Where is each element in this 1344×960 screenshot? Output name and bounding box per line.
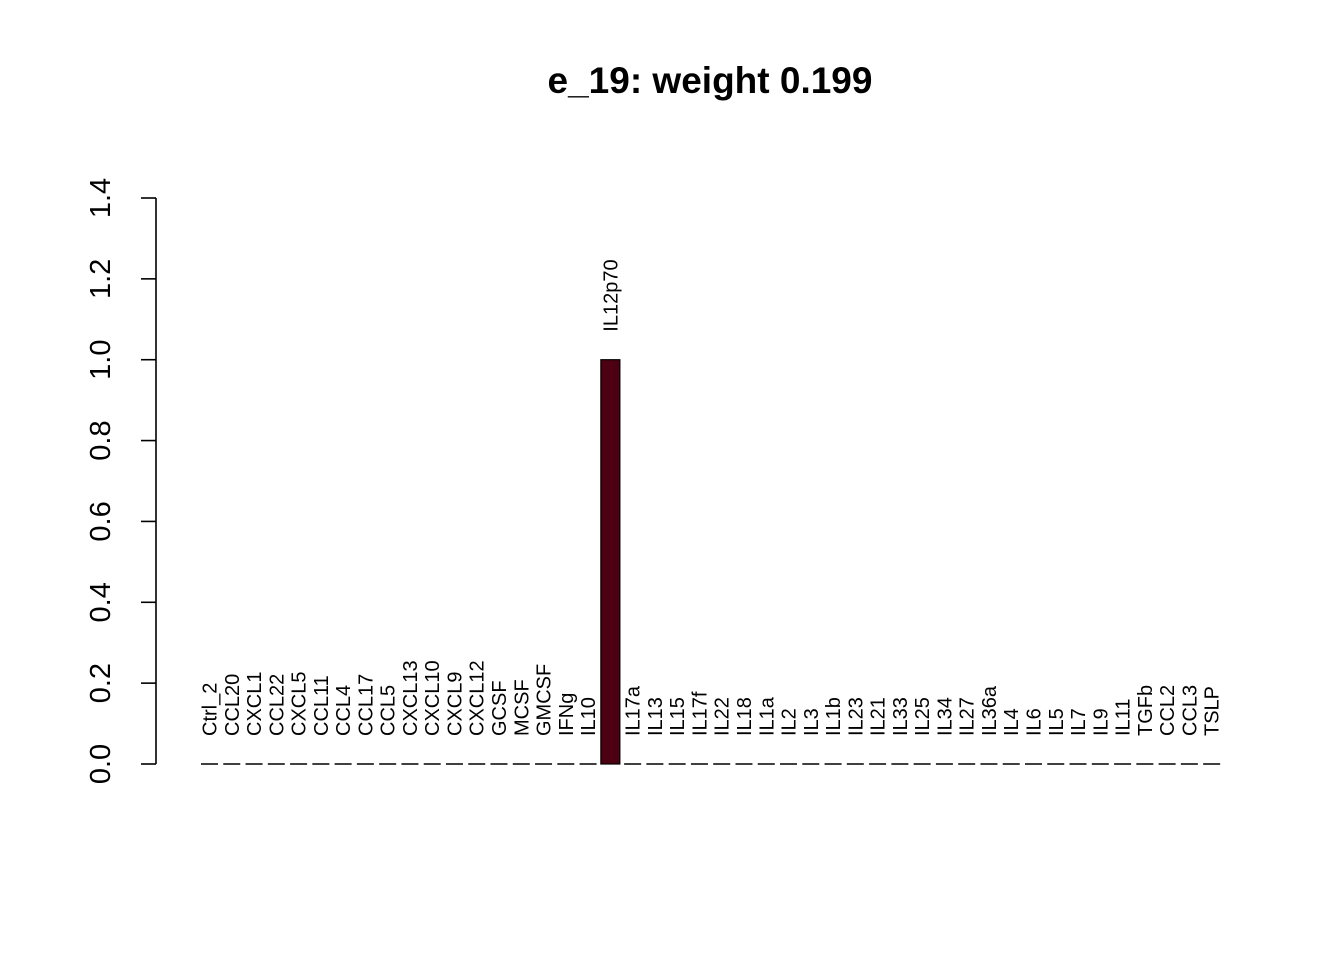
bar-label: IL13	[645, 697, 667, 736]
bar	[600, 359, 621, 765]
chart-title: e_19: weight 0.199	[548, 60, 873, 101]
bar-label: IL7	[1068, 708, 1090, 736]
y-tick-label: 1.4	[85, 178, 117, 218]
bar-label: Ctrl_2	[200, 683, 222, 736]
bar-label: CXCL12	[467, 660, 489, 736]
bar-label: IL11	[1113, 699, 1135, 736]
bar-label: IL25	[912, 697, 934, 736]
bar-label: CXCL1	[244, 672, 266, 736]
bar-label: CCL4	[333, 685, 355, 736]
y-tick-label: 0.6	[85, 501, 117, 541]
bars	[201, 359, 1221, 765]
bar-label: CCL20	[222, 674, 244, 736]
bar-label: IL1a	[756, 696, 778, 736]
bar-label: GMCSF	[534, 664, 556, 736]
y-tick-label: 0.8	[85, 420, 117, 460]
bar-label: IL9	[1090, 708, 1112, 736]
bar-label: IFNg	[556, 693, 578, 736]
bar-label: IL22	[712, 697, 734, 736]
bar-label: IL15	[667, 697, 689, 736]
bar-label: CCL5	[378, 685, 400, 736]
y-tick-label: 1.0	[85, 340, 117, 380]
bar-label: IL12p70	[600, 259, 622, 331]
bar-label: TGFb	[1135, 685, 1157, 736]
bar-label: CCL11	[311, 675, 333, 736]
bar-label: CXCL10	[422, 660, 444, 736]
bar-label: CCL2	[1157, 685, 1179, 736]
bar-label: IL6	[1023, 708, 1045, 736]
bar-label: IL23	[845, 697, 867, 736]
bar-label: IL17a	[623, 685, 645, 736]
bar-label: IL17f	[689, 691, 711, 736]
bar-label: CXCL5	[289, 672, 311, 736]
bar-label: CXCL13	[400, 660, 422, 736]
bar-label: CCL3	[1179, 685, 1201, 736]
bar-label: IL34	[934, 697, 956, 736]
bar-label: IL27	[957, 697, 979, 736]
y-axis: 0.0 0.2 0.4 0.6 0.8 1.0 1.2 1.4	[85, 178, 157, 784]
bar-label: TSLP	[1202, 686, 1224, 736]
bar-label: CXCL9	[444, 672, 466, 736]
bar-label: CCL17	[355, 674, 377, 736]
bar-label: IL5	[1046, 708, 1068, 736]
y-tick-label: 0.0	[85, 744, 117, 784]
bar-label: IL18	[734, 697, 756, 736]
bar-label: IL21	[868, 697, 890, 736]
y-tick-label: 0.2	[85, 663, 117, 703]
bar-label: MCSF	[511, 679, 533, 736]
bar-label: CCL22	[266, 674, 288, 736]
bar-label: IL3	[801, 708, 823, 736]
bar-label: IL10	[578, 697, 600, 736]
bar-label: IL2	[779, 708, 801, 736]
bar-label: IL1b	[823, 697, 845, 736]
y-tick-label: 0.4	[85, 582, 117, 622]
y-tick-label: 1.2	[85, 259, 117, 299]
bar-label: IL33	[890, 697, 912, 736]
bar-label: GCSF	[489, 680, 511, 736]
bar-label: IL4	[1001, 708, 1023, 736]
bar-labels: Ctrl_2 CCL20 CXCL1 CCL22 CXCL5 CCL11 CCL4 CCL17…	[200, 259, 1224, 736]
bar-label: IL36a	[979, 685, 1001, 736]
